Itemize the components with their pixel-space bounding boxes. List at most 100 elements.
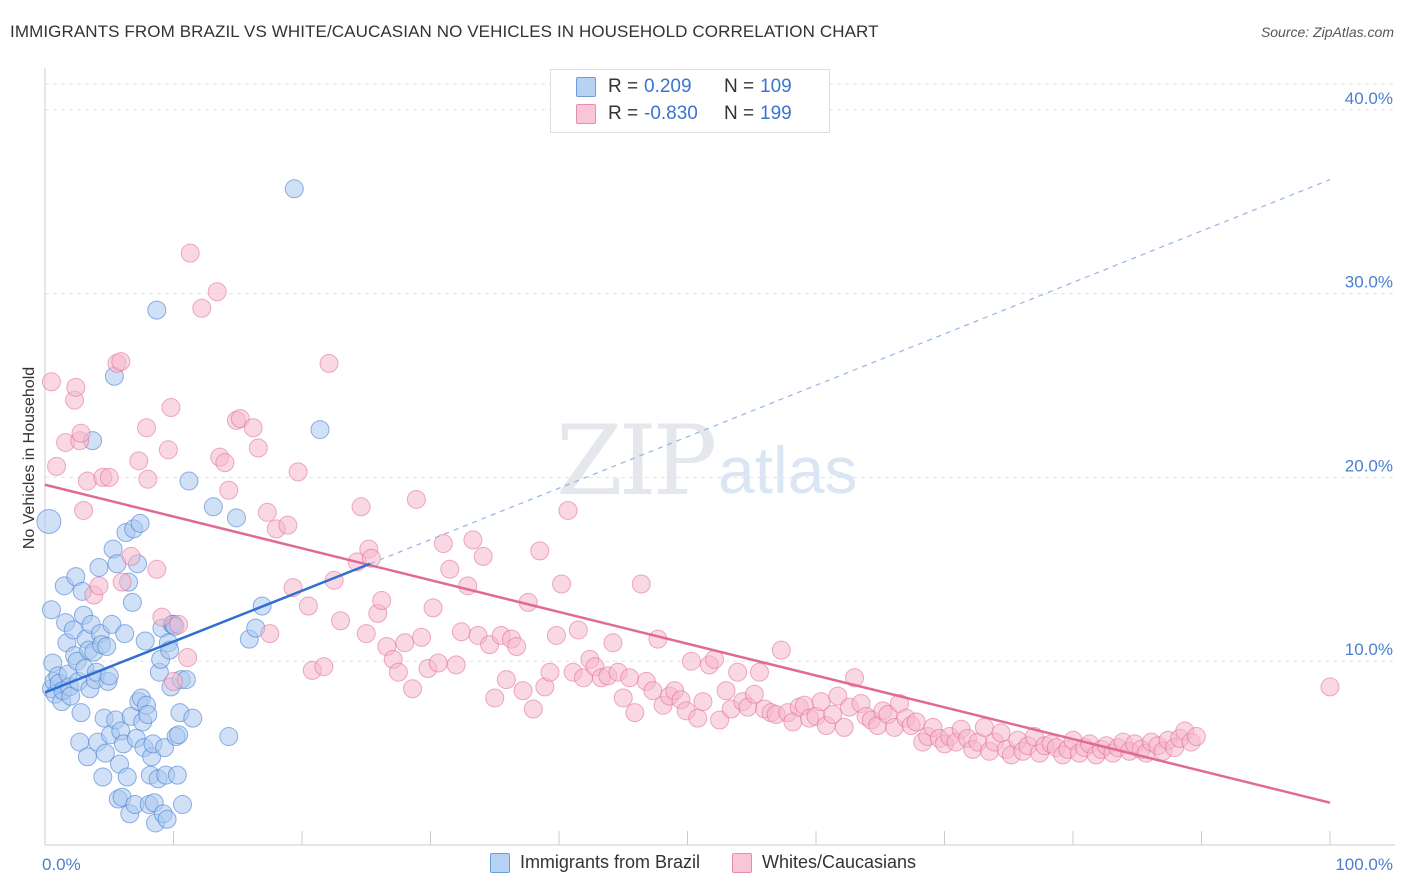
data-point-whites bbox=[111, 352, 131, 372]
data-point-whites bbox=[620, 668, 640, 688]
chart-title: IMMIGRANTS FROM BRAZIL VS WHITE/CAUCASIA… bbox=[10, 22, 879, 41]
data-point-whites bbox=[180, 243, 200, 263]
data-point-whites bbox=[47, 456, 67, 476]
data-point-whites bbox=[248, 438, 268, 458]
x-tick-label: 0.0% bbox=[42, 855, 81, 874]
data-point-whites bbox=[288, 462, 308, 482]
data-point-whites bbox=[1320, 677, 1340, 697]
data-point-brazil bbox=[226, 508, 246, 528]
data-point-whites bbox=[331, 611, 351, 631]
data-point-whites bbox=[433, 534, 453, 554]
data-point-whites bbox=[485, 688, 505, 708]
data-point-brazil bbox=[138, 704, 158, 724]
data-point-whites bbox=[507, 636, 527, 656]
data-point-whites bbox=[749, 662, 769, 682]
data-point-whites bbox=[523, 699, 543, 719]
data-point-whites bbox=[625, 703, 645, 723]
legend-row-whites: R = -0.830 N = 199 bbox=[551, 101, 792, 127]
data-point-brazil bbox=[310, 420, 330, 440]
data-point-whites bbox=[243, 418, 263, 438]
tick-labels: 10.0% 20.0% 30.0% 40.0% 0.0% 100.0% bbox=[42, 89, 1393, 874]
y-axis-label: No Vehicles in Household bbox=[21, 367, 38, 549]
data-point-brazil bbox=[179, 471, 199, 491]
data-point-whites bbox=[66, 377, 86, 397]
data-point-whites bbox=[314, 657, 334, 677]
watermark-atlas: atlas bbox=[718, 433, 858, 507]
legend-swatch-blue bbox=[576, 77, 596, 97]
data-point-brazil bbox=[63, 620, 83, 640]
data-point-whites bbox=[260, 624, 280, 644]
data-point-whites bbox=[771, 640, 791, 660]
legend-label-brazil: Immigrants from Brazil bbox=[519, 852, 700, 872]
data-point-brazil bbox=[183, 708, 203, 728]
data-point-whites bbox=[152, 607, 172, 627]
data-point-whites bbox=[158, 440, 178, 460]
data-point-whites bbox=[129, 451, 149, 471]
data-point-whites bbox=[446, 655, 466, 675]
legend-r-label: R = bbox=[608, 103, 639, 124]
data-point-whites bbox=[215, 453, 235, 473]
data-point-brazil bbox=[172, 795, 192, 815]
data-point-whites bbox=[423, 598, 443, 618]
data-point-whites bbox=[257, 502, 277, 522]
data-point-brazil bbox=[117, 767, 137, 787]
data-point-whites bbox=[99, 467, 119, 487]
data-point-brazil bbox=[130, 513, 150, 533]
data-point-whites bbox=[89, 576, 109, 596]
data-point-brazil bbox=[284, 179, 304, 199]
watermark-zip: ZIP bbox=[556, 405, 717, 517]
data-point-whites bbox=[710, 710, 730, 730]
data-point-whites bbox=[278, 515, 298, 535]
data-point-whites bbox=[1186, 727, 1206, 747]
data-point-brazil bbox=[203, 497, 223, 517]
data-point-whites bbox=[716, 681, 736, 701]
data-point-whites bbox=[219, 480, 239, 500]
data-point-brazil bbox=[71, 703, 91, 723]
correlation-legend: R = 0.209 N = 109 R = -0.830 N = 199 bbox=[550, 69, 830, 133]
legend-swatch-blue bbox=[489, 852, 510, 873]
legend-n-value: 109 bbox=[760, 76, 792, 97]
data-point-brazil bbox=[157, 809, 177, 829]
data-point-whites bbox=[603, 633, 623, 653]
data-point-whites bbox=[412, 627, 432, 647]
data-point-whites bbox=[828, 686, 848, 706]
data-point-whites bbox=[178, 648, 198, 668]
data-point-whites bbox=[112, 572, 132, 592]
y-tick-label: 30.0% bbox=[1345, 273, 1393, 292]
data-point-whites bbox=[161, 398, 181, 418]
data-point-whites bbox=[906, 712, 926, 732]
trend-lines bbox=[44, 179, 1331, 804]
data-point-whites bbox=[169, 614, 189, 634]
data-point-whites bbox=[406, 489, 426, 509]
data-point-whites bbox=[41, 372, 61, 392]
data-point-brazil bbox=[102, 614, 122, 634]
data-point-whites bbox=[451, 622, 471, 642]
data-point-brazil bbox=[77, 747, 97, 767]
data-point-whites bbox=[845, 668, 865, 688]
data-point-brazil bbox=[61, 686, 81, 706]
data-point-brazil bbox=[147, 300, 167, 320]
data-point-brazil bbox=[122, 592, 142, 612]
data-point-whites bbox=[164, 671, 183, 691]
series-whites-caucasians bbox=[41, 243, 1340, 765]
legend-n-label: N = bbox=[724, 76, 755, 97]
data-point-brazil bbox=[95, 743, 115, 763]
data-point-whites bbox=[298, 596, 318, 616]
data-point-whites bbox=[530, 541, 550, 561]
data-point-brazil bbox=[169, 725, 189, 745]
legend-n-value: 199 bbox=[760, 103, 792, 124]
data-point-whites bbox=[513, 681, 533, 701]
data-point-brazil bbox=[167, 765, 187, 785]
data-point-whites bbox=[552, 574, 572, 594]
data-point-whites bbox=[728, 662, 748, 682]
y-tick-label: 20.0% bbox=[1345, 456, 1393, 475]
data-point-whites bbox=[428, 653, 448, 673]
data-point-whites bbox=[834, 717, 854, 737]
legend-row-brazil: R = 0.209 N = 109 bbox=[551, 74, 792, 100]
series-legend: Immigrants from Brazil Whites/Caucasians bbox=[0, 852, 1406, 873]
data-point-whites bbox=[121, 546, 141, 566]
legend-label-whites: Whites/Caucasians bbox=[761, 852, 917, 872]
source-credit: Source: ZipAtlas.com bbox=[1260, 24, 1394, 40]
grid-lines bbox=[45, 83, 1395, 662]
data-point-whites bbox=[356, 624, 376, 644]
